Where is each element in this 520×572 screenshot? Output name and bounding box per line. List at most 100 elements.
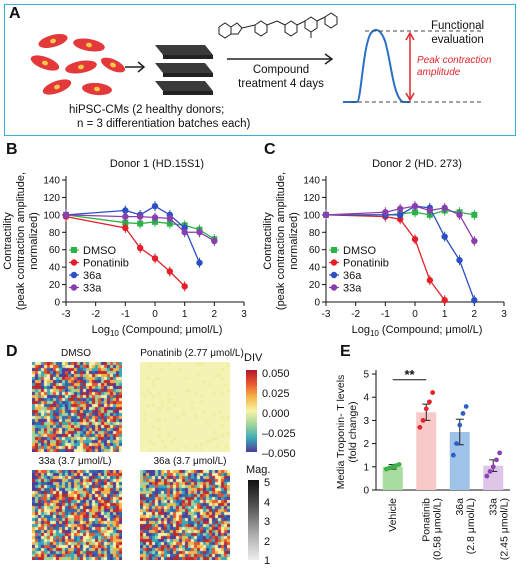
y-tick-label: 4	[363, 393, 369, 404]
x-category-label-line: Ponatinib	[420, 498, 432, 542]
data-point	[484, 473, 490, 479]
data-point	[463, 404, 469, 409]
data-point	[396, 462, 402, 467]
data-point	[456, 211, 463, 219]
well-plates-icon	[155, 45, 213, 95]
data-point	[441, 297, 448, 304]
x-category-label-line: (2.45 μmol/L)	[498, 498, 510, 560]
x-category-label-line: 36a	[454, 498, 466, 516]
div-tick: 0.025	[262, 388, 290, 400]
heatmap-title-36a: 36a (3.7 μmol/L)	[153, 456, 227, 467]
functional-line2: evaluation	[431, 34, 484, 46]
x-category-label-line: (0.58 μmol/L)	[431, 498, 443, 560]
data-point	[396, 211, 404, 219]
data-point	[181, 283, 188, 290]
donor2-curve-chart: Donor 2 (HD. 273) Contractility(peak cont…	[262, 158, 507, 338]
y-tick-label: 3	[363, 416, 369, 427]
y-tick-label: 2	[363, 439, 369, 450]
data-point	[427, 399, 432, 405]
data-point	[417, 424, 423, 430]
y-tick-label: 100	[43, 210, 60, 221]
y-tick-label: 60	[309, 245, 321, 256]
y-tick-label: 120	[303, 193, 320, 204]
y-axis-label-line: (peak contraction amplitude,	[15, 172, 27, 310]
x-tick-label: 1	[182, 309, 188, 320]
legend-label: Ponatinib	[343, 258, 389, 270]
data-point	[196, 259, 203, 266]
data-point	[487, 469, 493, 474]
data-point	[382, 209, 389, 216]
legend-label: 33a	[343, 283, 362, 295]
panel-a-schematic: A	[4, 4, 516, 136]
data-point	[62, 211, 70, 219]
mag-tick: 4	[264, 496, 271, 509]
x-tick-label: 0	[152, 309, 158, 320]
data-point	[450, 452, 456, 458]
data-point	[136, 244, 144, 252]
mag-colorbar-ticks: 5 4 3 2 1	[264, 474, 270, 572]
data-point	[181, 229, 188, 236]
data-point	[426, 277, 434, 284]
bar	[449, 432, 470, 490]
x-axis-label: Log10 (Compound; μmol/L)	[92, 324, 223, 338]
chart-title: Donor 2 (HD. 273)	[372, 158, 462, 170]
data-point	[151, 214, 159, 221]
data-point	[136, 213, 144, 220]
data-point	[122, 219, 129, 226]
div-tick: –0.050	[262, 448, 296, 460]
data-point	[122, 224, 129, 232]
y-axis-label: Contractility(peak contraction amplitude…	[2, 172, 40, 310]
y-axis-label-line: (peak contraction amplitude,	[275, 172, 287, 310]
contraction-trace	[343, 28, 481, 103]
data-point	[460, 411, 466, 416]
y-tick-label: 140	[43, 176, 60, 187]
heatmap-36a	[140, 470, 230, 560]
mag-tick: 3	[264, 516, 271, 528]
data-point	[471, 297, 478, 304]
cells-caption-line1: hiPSC-CMs (2 healthy donors;	[69, 104, 225, 116]
heatmap-title-dmso: DMSO	[61, 348, 91, 359]
heatmap-title-33a: 33a (3.7 μmol/L)	[38, 456, 112, 467]
data-point	[494, 457, 499, 463]
x-tick-label: 2	[212, 309, 218, 320]
data-point	[426, 207, 434, 214]
cells-caption: hiPSC-CMs (2 healthy donors; n = 3 diffe…	[69, 103, 250, 131]
y-tick-label: 40	[309, 263, 321, 274]
x-tick-label: 1	[442, 309, 448, 320]
x-axis-label: Log10 (Compound; μmol/L)	[352, 324, 483, 338]
data-point	[211, 237, 218, 245]
treatment-arrow-icon	[227, 53, 334, 65]
data-point	[411, 236, 419, 243]
legend-marker	[330, 271, 338, 279]
panel-a-graphics	[30, 12, 481, 103]
mag-tick: 5	[264, 477, 271, 489]
panel-label-a: A	[9, 5, 21, 22]
donor1-curve-chart: Donor 1 (HD.15S1) Contractility(peak cont…	[2, 158, 247, 338]
data-point	[457, 422, 463, 428]
chart-title: Donor 1 (HD.15S1)	[110, 158, 204, 170]
x-tick-label: -2	[91, 309, 100, 320]
x-tick-label: -3	[322, 309, 331, 320]
cardiomyocyte-cells-icon	[30, 34, 126, 96]
data-point	[122, 207, 129, 214]
panel-label-b: B	[6, 141, 18, 158]
y-tick-label: 100	[303, 210, 320, 221]
y-tick-label: 0	[363, 486, 369, 497]
bar	[382, 466, 403, 490]
x-tick-label: -1	[121, 309, 130, 320]
legend-marker	[331, 247, 337, 253]
data-point	[441, 204, 448, 212]
treatment-line1: Compound	[252, 64, 310, 76]
data-point	[151, 255, 159, 262]
mag-tick: 1	[264, 555, 271, 567]
x-category-label: 33a(2.45 μmol/L)	[487, 498, 510, 560]
data-point	[471, 237, 478, 245]
y-axis-label-line: Contractility	[262, 212, 274, 270]
x-category-label: 36a(2.8 μmol/L)	[454, 498, 477, 554]
series-line-Ponatinib	[325, 214, 446, 301]
treatment-line2: treatment 4 days	[238, 78, 324, 90]
y-axis-label-line: (fold change)	[347, 401, 359, 462]
peak-line2: amplitude	[417, 67, 461, 78]
div-colorbar-title: DIV	[244, 352, 263, 364]
y-tick-label: 1	[363, 462, 369, 473]
